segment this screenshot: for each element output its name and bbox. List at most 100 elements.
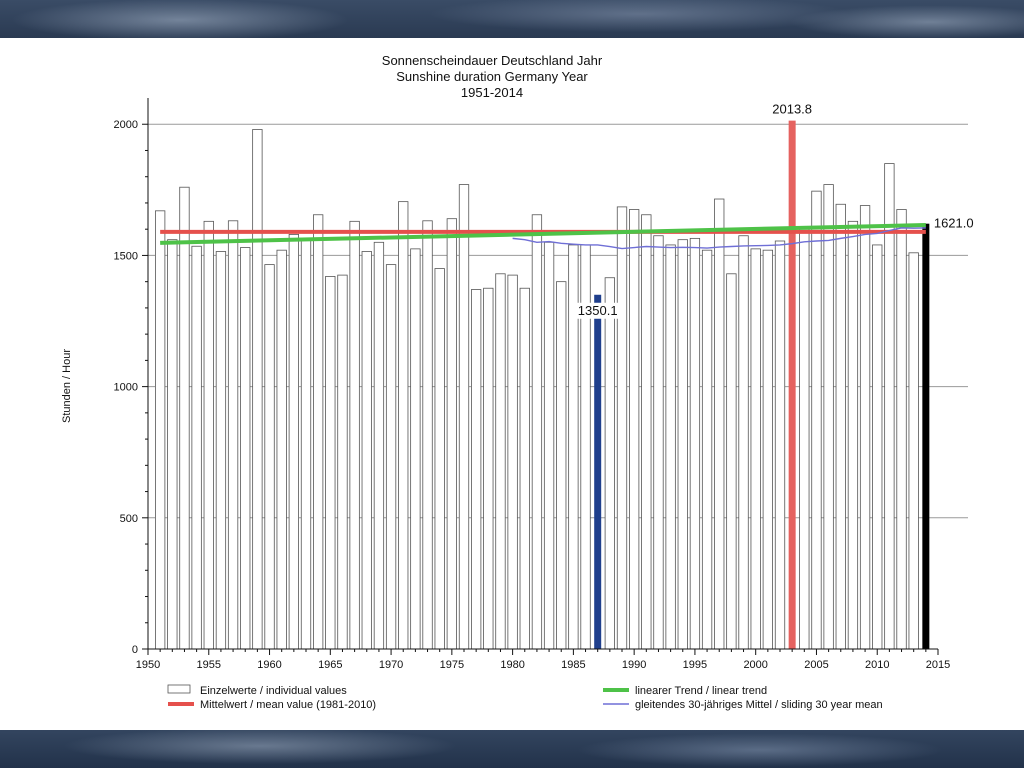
bar-1998: [726, 273, 737, 650]
bar-1954: [191, 245, 202, 650]
x-tick-label-1990: 1990: [622, 659, 646, 671]
bar-2008: [847, 220, 859, 650]
bar-1976: [458, 184, 470, 650]
x-tick-label-2010: 2010: [865, 659, 889, 671]
chart-title: Sonnenscheindauer Deutschland Jahr Sunsh…: [382, 53, 603, 100]
annotation-bg-1987: [575, 302, 620, 319]
bar-2013: [908, 252, 919, 650]
bar-1999: [738, 235, 749, 650]
bar-1980: [507, 274, 518, 650]
annotation-2014: 1621.0: [934, 216, 974, 231]
bar-1975: [446, 218, 457, 650]
y-tick-label-1500: 1500: [114, 250, 138, 262]
bar-2010: [872, 244, 883, 650]
bar-2003: [788, 120, 796, 649]
bar-1992: [653, 235, 664, 650]
bar-2009: [859, 205, 871, 650]
x-tick-label-2005: 2005: [804, 659, 828, 671]
bar-2000: [750, 248, 761, 650]
x-tick-label-1995: 1995: [683, 659, 707, 671]
overlay-lines: [160, 222, 926, 250]
bar-1984: [556, 281, 567, 650]
bar-1990: [629, 209, 640, 650]
bar-1951: [155, 210, 166, 650]
sunshine-duration-chart: Sonnenscheindauer Deutschland Jahr Sunsh…: [61, 53, 974, 711]
legend-swatch-individual: [167, 684, 191, 694]
sky-background-top: [0, 0, 1024, 38]
chart-title-line-3: 1951-2014: [461, 85, 523, 100]
x-tick-label-1985: 1985: [561, 659, 585, 671]
bar-1964: [313, 214, 324, 650]
bar-1953: [179, 186, 190, 650]
bar-1956: [215, 251, 227, 650]
sliding-mean-line: [512, 227, 926, 250]
sky-background-bottom: [0, 730, 1024, 768]
bar-1967: [349, 220, 360, 650]
bar-1997: [714, 198, 725, 650]
bar-2002: [774, 240, 786, 650]
x-tick-label-1970: 1970: [379, 659, 403, 671]
legend-label-trend: linearer Trend / linear trend: [635, 685, 767, 697]
x-tick-label-1955: 1955: [197, 659, 221, 671]
bar-2012: [896, 209, 907, 650]
bar-1952: [167, 239, 178, 650]
bar-2007: [835, 203, 846, 650]
bar-1969: [373, 241, 385, 650]
bar-1974: [434, 268, 445, 650]
bar-1978: [483, 287, 494, 650]
bar-1971: [398, 201, 409, 650]
y-tick-label-500: 500: [120, 513, 138, 525]
x-tick-label-1975: 1975: [440, 659, 464, 671]
bar-2014: [922, 223, 930, 649]
bar-1996: [701, 249, 713, 650]
bar-1972: [410, 248, 421, 650]
x-tick-label-1960: 1960: [257, 659, 281, 671]
y-tick-label-2000: 2000: [114, 119, 138, 131]
bar-1988: [604, 277, 615, 650]
annotations: 1350.1 2013.8 1621.0: [575, 102, 974, 319]
bar-2001: [762, 249, 773, 650]
bar-1995: [689, 237, 701, 650]
bar-1958: [240, 247, 251, 650]
y-tick-label-1000: 1000: [114, 382, 138, 394]
bar-1960: [264, 264, 275, 650]
x-tick-label-1950: 1950: [136, 659, 160, 671]
bar-1962: [288, 234, 299, 650]
bar-1959: [252, 129, 263, 650]
bar-2011: [884, 163, 895, 650]
x-tick-label-1965: 1965: [318, 659, 342, 671]
legend-label-sliding: gleitendes 30-jähriges Mittel / sliding …: [635, 699, 883, 711]
bar-2005: [811, 190, 822, 650]
bar-1970: [385, 264, 397, 650]
legend-label-mean: Mittelwert / mean value (1981-2010): [200, 699, 376, 711]
y-axis-label: Stunden / Hour: [61, 349, 73, 423]
bar-1965: [325, 276, 336, 650]
bar-1991: [641, 214, 652, 650]
bar-1994: [677, 239, 688, 650]
bars: [155, 120, 930, 650]
bar-1973: [422, 220, 433, 650]
bar-1963: [300, 239, 312, 650]
bar-1983: [543, 241, 555, 650]
bar-1968: [361, 251, 372, 650]
bar-1977: [471, 289, 482, 650]
bar-1966: [337, 274, 348, 650]
bar-1955: [203, 220, 214, 650]
x-tick-label-1980: 1980: [500, 659, 524, 671]
axes: 0 500 1000 1500 2000 1950 1955 1960 1965 1970 1975…: [114, 98, 950, 671]
chart-title-line-2: Sunshine duration Germany Year: [396, 69, 588, 84]
bar-1981: [519, 287, 530, 650]
bar-2004: [799, 228, 810, 650]
bar-1979: [495, 273, 506, 650]
chart-title-line-1: Sonnenscheindauer Deutschland Jahr: [382, 53, 603, 68]
annotation-1987: 1350.1: [578, 303, 618, 318]
legend: Einzelwerte / individual values Mittelwer…: [167, 684, 883, 711]
bar-1993: [665, 244, 676, 650]
trend-line: [160, 222, 926, 245]
x-tick-label-2000: 2000: [743, 659, 767, 671]
slide: Sonnenscheindauer Deutschland Jahr Sunsh…: [0, 38, 1024, 730]
bar-2006: [823, 184, 834, 650]
x-tick-label-2015: 2015: [926, 659, 950, 671]
bar-1989: [616, 206, 628, 650]
bar-1982: [531, 214, 543, 650]
